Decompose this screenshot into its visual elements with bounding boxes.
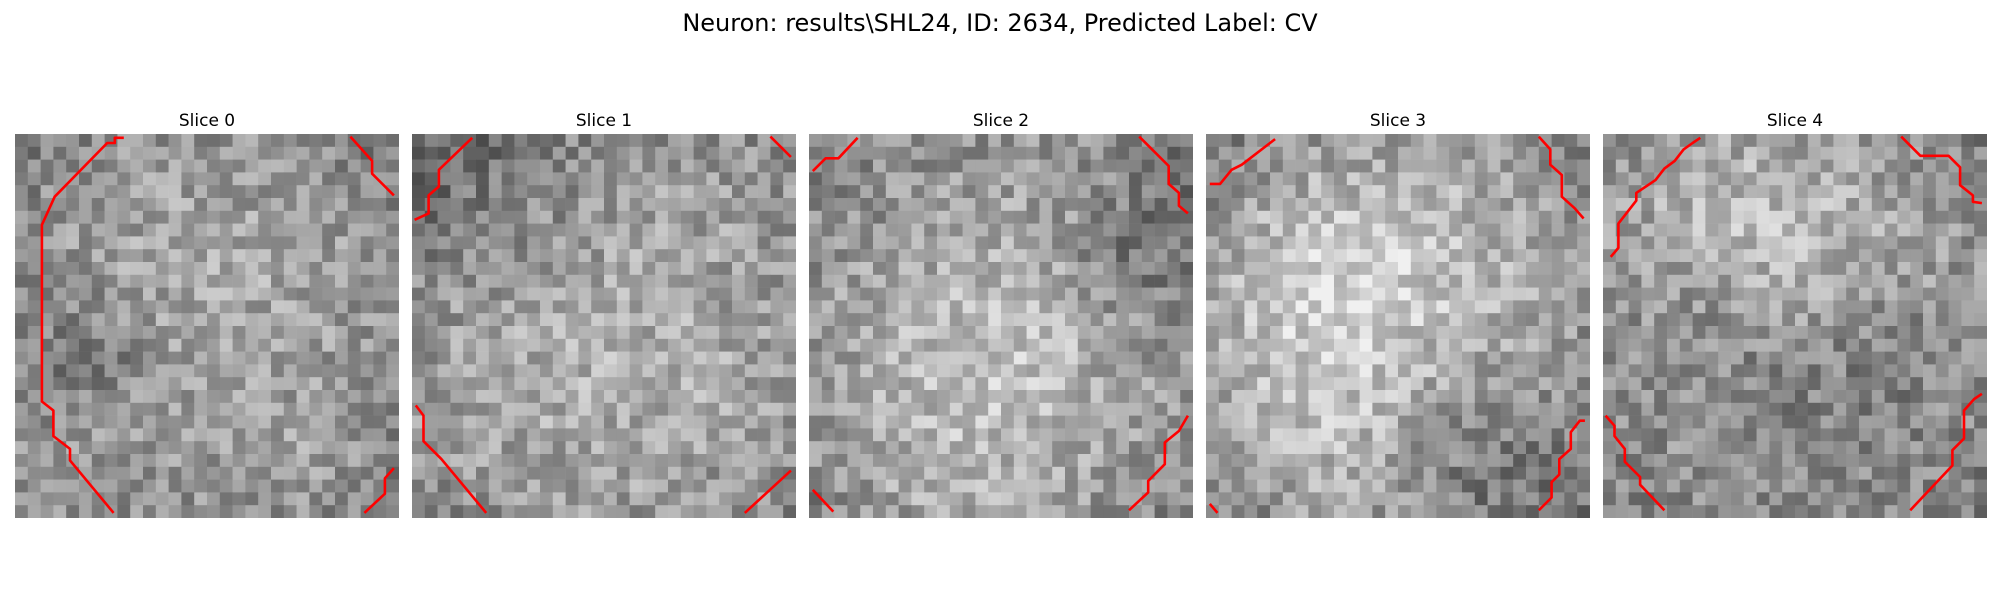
slice-title-2: Slice 2: [972, 111, 1030, 131]
slice-panel-3: Slice 3: [1206, 110, 1590, 520]
contour-line: [1609, 136, 1702, 258]
slice-panel-4: Slice 4: [1603, 110, 1987, 520]
contour-line: [769, 135, 792, 158]
slice-title-1: Slice 1: [575, 111, 633, 131]
contour-line: [811, 136, 859, 173]
figure-title: Neuron: results\SHL24, ID: 2634, Predict…: [682, 9, 1318, 37]
slice-title-3: Slice 3: [1369, 111, 1427, 131]
contour-line: [349, 135, 395, 197]
contour-line: [1537, 419, 1585, 512]
contour-line: [1909, 392, 1983, 512]
contour-line: [1604, 414, 1666, 512]
slice-image-2: [809, 134, 1193, 518]
contour-line: [1209, 138, 1276, 186]
contour-line: [363, 467, 395, 514]
contour-line: [1138, 135, 1189, 215]
contour-line: [414, 404, 488, 514]
slice-image-1: [412, 134, 796, 518]
slice-panel-1: Slice 1: [412, 110, 796, 520]
contour-line: [1900, 135, 1983, 205]
contour-line: [1537, 135, 1585, 220]
slice-panel-0: Slice 0: [15, 110, 399, 520]
slice-image-0: [15, 134, 399, 518]
contour-line: [40, 136, 124, 514]
slice-image-3: [1206, 134, 1590, 518]
contour-line: [1208, 503, 1219, 514]
slice-title-4: Slice 4: [1766, 111, 1824, 131]
slice-title-0: Slice 0: [178, 111, 236, 131]
contour-line: [1128, 414, 1190, 512]
contour-line: [743, 469, 792, 514]
contour-line: [414, 136, 474, 221]
slice-panel-2: Slice 2: [809, 110, 1193, 520]
slice-image-4: [1603, 134, 1987, 518]
contour-line: [811, 488, 835, 513]
